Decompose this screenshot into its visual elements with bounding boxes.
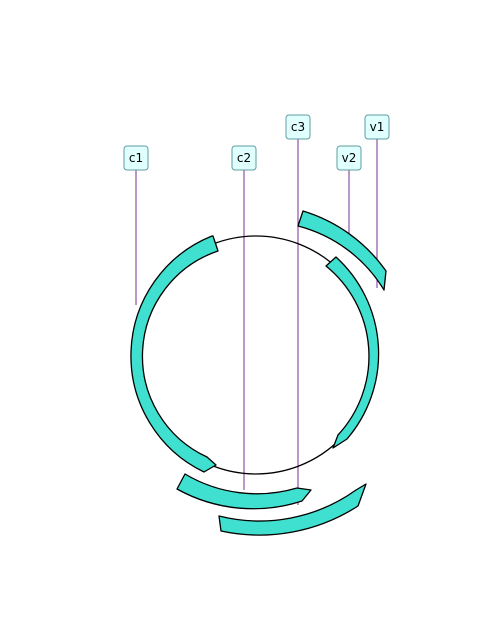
label-v2-text: v2 xyxy=(342,151,357,165)
feature-v2-arrow[interactable] xyxy=(297,210,387,291)
label-v2[interactable]: v2 xyxy=(336,145,362,171)
label-c2-text: c2 xyxy=(237,151,251,165)
feature-c3-arrow[interactable] xyxy=(218,483,367,536)
feature-c1-arrow[interactable] xyxy=(130,235,219,473)
label-c1-text: c1 xyxy=(129,151,143,165)
label-c3-text: c3 xyxy=(291,120,305,134)
feature-v1-arrow[interactable] xyxy=(325,256,380,449)
label-v1-text: v1 xyxy=(370,120,385,134)
label-c1[interactable]: c1 xyxy=(123,145,149,171)
label-c3[interactable]: c3 xyxy=(285,114,311,140)
label-v1[interactable]: v1 xyxy=(364,114,390,140)
label-c2[interactable]: c2 xyxy=(231,145,257,171)
feature-c2-arrow[interactable] xyxy=(176,473,312,510)
